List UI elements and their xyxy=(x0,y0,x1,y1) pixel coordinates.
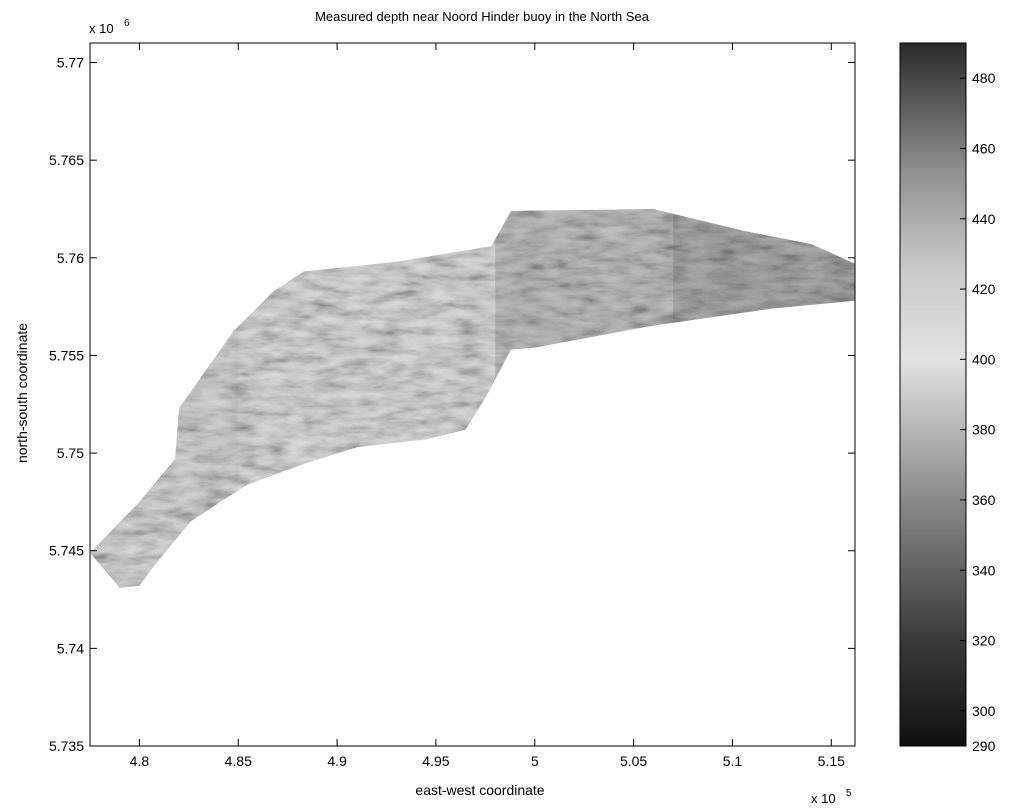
colorbar-tick-label: 480 xyxy=(972,70,996,86)
x-tick-label: 5 xyxy=(531,753,539,769)
depth-section xyxy=(238,209,497,588)
y-axis-label: north-south coordinate xyxy=(14,323,30,463)
y-tick-label: 5.735 xyxy=(49,738,84,754)
colorbar-tick-label: 300 xyxy=(972,703,996,719)
y-tick-label: 5.745 xyxy=(49,543,84,559)
colorbar-tick-label: 380 xyxy=(972,422,996,438)
y-multiplier-base: x 10 xyxy=(89,21,114,36)
colorbar-tick-label: 320 xyxy=(972,633,996,649)
colorbar-tick-label: 460 xyxy=(972,140,996,156)
depth-section xyxy=(90,209,240,588)
y-multiplier: x 10 6 xyxy=(89,18,130,36)
x-axis: 4.8 4.85 4.9 4.95 5 5.05 5.1 5.15 xyxy=(130,43,845,769)
y-tick-label: 5.76 xyxy=(57,250,84,266)
x-tick-label: 5.15 xyxy=(818,753,845,769)
x-axis-label: east-west coordinate xyxy=(415,782,544,798)
y-multiplier-exponent: 6 xyxy=(124,18,130,29)
x-tick-label: 4.85 xyxy=(225,753,252,769)
colorbar-gradient xyxy=(899,42,967,747)
colorbar-tick-label: 360 xyxy=(972,492,996,508)
x-tick-label: 5.05 xyxy=(620,753,647,769)
x-tick-label: 4.8 xyxy=(130,753,150,769)
y-tick-label: 5.755 xyxy=(49,347,84,363)
x-tick-label: 5.1 xyxy=(723,753,743,769)
survey-depth-fill xyxy=(90,209,855,588)
y-tick-label: 5.75 xyxy=(57,445,84,461)
x-multiplier: x 10 5 xyxy=(811,788,852,806)
survey-region xyxy=(90,209,855,588)
x-tick-label: 4.95 xyxy=(422,753,449,769)
colorbar-tick-label: 400 xyxy=(972,351,996,367)
depth-section xyxy=(495,209,675,588)
colorbar-tick-label: 440 xyxy=(972,211,996,227)
colorbar-tick-label: 340 xyxy=(972,562,996,578)
colorbar: 290 300 320 340 360 380 400 420 440 460 480 xyxy=(899,42,996,754)
y-tick-label: 5.765 xyxy=(49,152,84,168)
chart-title: Measured depth near Noord Hinder buoy in… xyxy=(315,9,650,24)
plot-area: 4.8 4.85 4.9 4.95 5 5.05 5.1 5.15 5.735 5.74 5.74… xyxy=(49,42,856,769)
y-tick-label: 5.74 xyxy=(57,640,84,656)
colorbar-tick-label: 290 xyxy=(972,738,996,754)
x-tick-label: 4.9 xyxy=(327,753,347,769)
y-axis: 5.735 5.74 5.745 5.75 5.755 5.76 5.765 5.77 xyxy=(49,55,855,754)
colorbar-tick-label: 420 xyxy=(972,281,996,297)
x-multiplier-exponent: 5 xyxy=(846,788,852,799)
depth-section xyxy=(673,209,855,588)
x-multiplier-base: x 10 xyxy=(811,791,836,806)
colorbar-ticks: 290 300 320 340 360 380 400 420 440 460 480 xyxy=(960,70,996,754)
y-tick-label: 5.77 xyxy=(57,55,84,71)
plot-frame xyxy=(89,42,856,747)
